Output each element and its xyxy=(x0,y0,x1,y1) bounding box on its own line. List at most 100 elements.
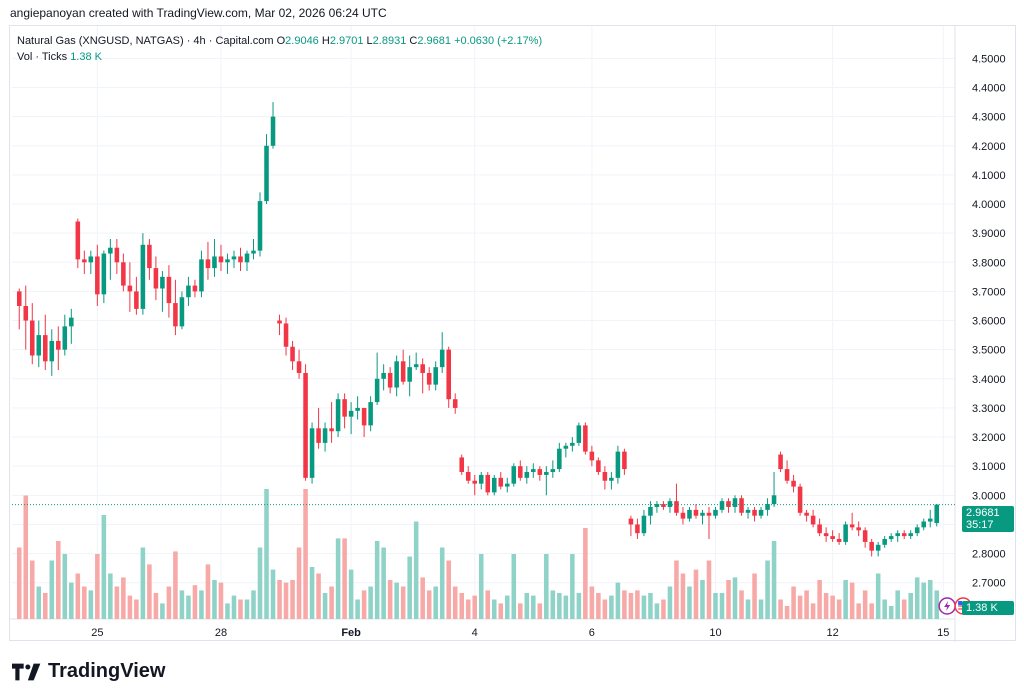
volume-bar xyxy=(127,595,133,619)
volume-bar xyxy=(257,547,263,619)
candle-body xyxy=(628,518,634,525)
volume-bar xyxy=(335,538,341,619)
volume-bar xyxy=(615,582,621,619)
volume-bar xyxy=(726,580,731,619)
y-tick-label: 4.1000 xyxy=(972,170,1006,182)
candle-body xyxy=(934,504,940,524)
candle-body xyxy=(303,372,308,478)
tradingview-logo-icon xyxy=(12,663,41,680)
volume-bar xyxy=(75,573,81,619)
candle-body xyxy=(43,335,48,362)
volume-bar xyxy=(16,547,22,619)
candle-body xyxy=(49,340,55,362)
candle-body xyxy=(680,512,686,519)
candle-body xyxy=(713,509,718,516)
volume-bar xyxy=(823,593,829,619)
volume-bar xyxy=(23,495,29,619)
candle-body xyxy=(491,477,497,493)
candle-body xyxy=(849,524,855,528)
candle-body xyxy=(823,533,829,537)
lightning-icon xyxy=(944,601,951,611)
volume-bar xyxy=(381,547,386,619)
y-tick-label: 3.2000 xyxy=(972,432,1006,444)
candle-body xyxy=(368,402,373,426)
volume-bar xyxy=(36,586,42,619)
volume-bar xyxy=(596,593,601,619)
candle-body xyxy=(439,349,445,368)
candle-body xyxy=(199,259,204,292)
volume-bar xyxy=(485,590,491,619)
candle-body xyxy=(62,326,68,350)
candle-body xyxy=(622,451,627,470)
legend-volume-label[interactable]: Vol · Ticks xyxy=(17,51,68,63)
volume-bar xyxy=(192,585,198,619)
last-price-tag: 2.9681 35:17 xyxy=(962,506,1014,532)
volume-bar xyxy=(771,541,777,619)
volume-bar xyxy=(498,603,504,619)
candle-body xyxy=(901,533,907,537)
volume-bar xyxy=(680,573,686,619)
candle-body xyxy=(283,323,289,347)
candle-body xyxy=(121,262,126,286)
volume-bar xyxy=(778,599,783,619)
last-price-value: 2.9681 xyxy=(966,507,1000,519)
candle-body xyxy=(387,372,393,388)
candle-body xyxy=(88,256,94,263)
y-tick-label: 3.4000 xyxy=(972,374,1006,386)
volume-bar xyxy=(719,593,725,619)
volume-bar xyxy=(856,603,861,619)
volume-bar xyxy=(108,573,113,619)
volume-bar xyxy=(251,590,256,619)
volume-bar xyxy=(114,586,120,619)
candle-body xyxy=(205,259,211,269)
volume-bar xyxy=(557,593,562,619)
candle-body xyxy=(257,201,263,251)
candlestick-chart[interactable]: 2.70002.80002.90003.00003.10003.20003.30… xyxy=(10,26,1017,642)
candle-body xyxy=(101,253,107,295)
volume-bar xyxy=(186,595,191,619)
candle-body xyxy=(706,512,712,516)
volume-bar xyxy=(82,586,87,619)
candle-body xyxy=(862,530,868,542)
candle-body xyxy=(374,378,380,403)
candle-body xyxy=(602,472,608,481)
legend-symbol[interactable]: Natural Gas (XNGUSD, NATGAS) · 4h · Capi… xyxy=(17,35,274,47)
legend-change-value: +0.0630 (+2.17%) xyxy=(454,35,543,47)
volume-bar xyxy=(687,586,692,619)
volume-bar xyxy=(836,599,842,619)
candle-body xyxy=(407,367,412,382)
volume-bar xyxy=(231,595,237,619)
candle-body xyxy=(504,483,510,487)
volume-bar xyxy=(583,528,588,619)
tradingview-logo[interactable]: TradingView xyxy=(12,660,165,683)
bar-countdown: 35:17 xyxy=(966,519,994,531)
candle-body xyxy=(381,372,386,379)
candle-body xyxy=(615,451,621,478)
candle-body xyxy=(732,498,738,507)
candle-body xyxy=(160,276,165,289)
volume-bar xyxy=(290,580,295,619)
volume-bar xyxy=(622,590,627,619)
volume-bar xyxy=(342,538,347,619)
volume-bar xyxy=(784,606,790,619)
volume-bar xyxy=(166,586,172,619)
volume-bar xyxy=(830,595,835,619)
volume-bar xyxy=(791,586,796,619)
volume-bar xyxy=(504,595,510,619)
candle-body xyxy=(400,361,406,382)
candle-body xyxy=(739,498,744,513)
candle-body xyxy=(693,509,699,516)
volume-bar xyxy=(56,541,61,619)
volume-bar xyxy=(570,554,575,619)
candle-body xyxy=(921,521,926,528)
chart-panel[interactable]: 2.70002.80002.90003.00003.10003.20003.30… xyxy=(9,25,1017,642)
volume-bar xyxy=(49,560,55,619)
candle-body xyxy=(927,518,933,522)
candle-body xyxy=(745,509,751,513)
candle-body xyxy=(752,509,757,516)
volume-bar xyxy=(635,590,640,619)
candle-body xyxy=(23,305,29,321)
candle-body xyxy=(472,480,478,484)
candle-body xyxy=(856,527,861,531)
volume-bar xyxy=(426,590,432,619)
